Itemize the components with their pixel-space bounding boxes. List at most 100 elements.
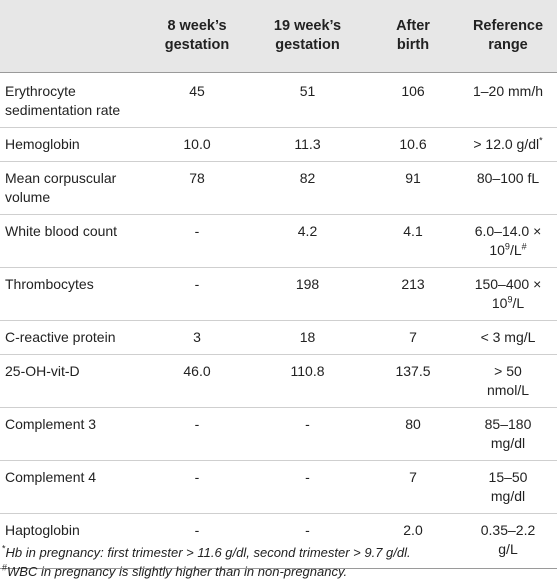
value-8-weeks: 10.0 — [146, 127, 248, 162]
value-19-weeks: 51 — [248, 72, 367, 128]
value-8-weeks: - — [146, 214, 248, 268]
footnote-marker: # — [2, 562, 8, 573]
row-test-name: Complement 3 — [0, 407, 146, 461]
test-name-line2: volume — [5, 189, 51, 205]
header-19-weeks-line1: 19 week’s — [273, 18, 342, 34]
row-test-name: White blood count — [0, 214, 146, 268]
header-test — [0, 0, 146, 73]
table-row: Hemoglobin 10.0 11.3 10.6 > 12.0 g/dl* — [0, 127, 557, 162]
reference-range-line1: 150–400 × — [474, 276, 542, 292]
reference-range-unit: /L — [512, 295, 525, 311]
row-test-name: 25-OH-vit-D — [0, 354, 146, 408]
reference-range: > 12.0 g/dl* — [459, 127, 557, 162]
reference-range: > 50 nmol/L — [459, 354, 557, 408]
reference-range-line1: 0.35–2.2 — [480, 522, 536, 538]
value-8-weeks: - — [146, 460, 248, 514]
footnote-marker: * — [2, 543, 6, 554]
row-test-name: Thrombocytes — [0, 267, 146, 321]
header-reference-line1: Reference — [472, 18, 544, 34]
value-8-weeks: - — [146, 267, 248, 321]
footnote-text: WBC in pregnancy is slightly higher than… — [7, 564, 348, 579]
reference-range-line1: 6.0–14.0 × — [474, 223, 542, 239]
reference-range: 6.0–14.0 × 109/L# — [459, 214, 557, 268]
value-19-weeks: 82 — [248, 161, 367, 215]
reference-range: 0.35–2.2 g/L — [459, 513, 557, 569]
reference-range-unit: /L — [509, 242, 522, 258]
header-19-weeks: 19 week’s gestation — [248, 0, 367, 73]
value-19-weeks: - — [248, 407, 367, 461]
value-19-weeks: 4.2 — [248, 214, 367, 268]
value-8-weeks: - — [146, 513, 248, 569]
table-body: Erythrocyte sedimentation rate 45 51 106 … — [0, 72, 557, 569]
value-19-weeks: - — [248, 513, 367, 569]
test-name-line1: Mean corpuscular — [5, 170, 117, 186]
value-after-birth: 106 — [367, 72, 459, 128]
reference-range-line2: mg/dl — [490, 488, 526, 504]
value-8-weeks: 3 — [146, 320, 248, 355]
row-test-name: Erythrocyte sedimentation rate — [0, 72, 146, 128]
reference-range-exponent: 9 — [507, 294, 513, 305]
footnote-hemoglobin: *Hb in pregnancy: first trimester > 11.6… — [2, 544, 557, 562]
reference-range-line2: mg/dl — [490, 435, 526, 451]
header-after-birth-line2: birth — [396, 37, 430, 53]
header-8-weeks: 8 week’s gestation — [146, 0, 248, 73]
table-row: Haptoglobin - - 2.0 0.35–2.2 g/L — [0, 513, 557, 569]
value-8-weeks: 46.0 — [146, 354, 248, 408]
header-8-weeks-line2: gestation — [164, 37, 230, 53]
value-after-birth: 213 — [367, 267, 459, 321]
header-after-birth-line1: After — [396, 18, 430, 34]
row-test-name: Complement 4 — [0, 460, 146, 514]
header-reference-range: Reference range — [459, 0, 557, 73]
value-8-weeks: - — [146, 407, 248, 461]
table-row: Thrombocytes - 198 213 150–400 × 109/L — [0, 267, 557, 321]
test-name-line2: sedimentation rate — [5, 102, 121, 118]
table-row: C-reactive protein 3 18 7 < 3 mg/L — [0, 320, 557, 355]
reference-range: 85–180 mg/dl — [459, 407, 557, 461]
header-8-weeks-line1: 8 week’s — [167, 18, 227, 34]
footnote-marker: * — [539, 135, 543, 146]
table-header: 8 week’s gestation 19 week’s gestation Aft… — [0, 0, 557, 73]
value-19-weeks: 198 — [248, 267, 367, 321]
reference-range: 150–400 × 109/L — [459, 267, 557, 321]
table-row: 25-OH-vit-D 46.0 110.8 137.5 > 50 nmol/L — [0, 354, 557, 408]
table-row: White blood count - 4.2 4.1 6.0–14.0 × 10… — [0, 214, 557, 268]
reference-range-exponent: 9 — [504, 241, 510, 252]
value-8-weeks: 45 — [146, 72, 248, 128]
reference-range-line1: 85–180 — [484, 416, 532, 432]
value-after-birth: 7 — [367, 460, 459, 514]
reference-range: < 3 mg/L — [459, 320, 557, 355]
test-name-line1: Erythrocyte — [5, 83, 76, 99]
header-reference-line2: range — [488, 37, 528, 53]
header-after-birth: After birth — [367, 0, 459, 73]
value-after-birth: 91 — [367, 161, 459, 215]
value-after-birth: 80 — [367, 407, 459, 461]
header-19-weeks-line2: gestation — [275, 37, 340, 53]
value-19-weeks: 18 — [248, 320, 367, 355]
footnote-marker: # — [521, 241, 527, 252]
reference-range: 15–50 mg/dl — [459, 460, 557, 514]
header-row: 8 week’s gestation 19 week’s gestation Aft… — [0, 0, 557, 73]
reference-range: 1–20 mm/h — [459, 72, 557, 128]
value-19-weeks: - — [248, 460, 367, 514]
value-after-birth: 2.0 — [367, 513, 459, 569]
value-19-weeks: 110.8 — [248, 354, 367, 408]
value-after-birth: 137.5 — [367, 354, 459, 408]
reference-range-line1: 15–50 — [488, 469, 528, 485]
value-after-birth: 7 — [367, 320, 459, 355]
reference-range-base: 10 — [491, 295, 508, 311]
table-row: Mean corpuscular volume 78 82 91 80–100 f… — [0, 161, 557, 215]
table-row: Erythrocyte sedimentation rate 45 51 106 … — [0, 72, 557, 128]
row-test-name: C-reactive protein — [0, 320, 146, 355]
value-after-birth: 4.1 — [367, 214, 459, 268]
row-test-name: Mean corpuscular volume — [0, 161, 146, 215]
footnote-text: Hb in pregnancy: first trimester > 11.6 … — [5, 545, 411, 560]
reference-range-line2: g/L — [498, 541, 518, 557]
value-19-weeks: 11.3 — [248, 127, 367, 162]
table-row: Complement 3 - - 80 85–180 mg/dl — [0, 407, 557, 461]
value-after-birth: 10.6 — [367, 127, 459, 162]
value-8-weeks: 78 — [146, 161, 248, 215]
reference-range-base: 10 — [489, 242, 505, 258]
reference-range-line1: > 50 — [494, 363, 522, 379]
row-test-name: Hemoglobin — [0, 127, 146, 162]
